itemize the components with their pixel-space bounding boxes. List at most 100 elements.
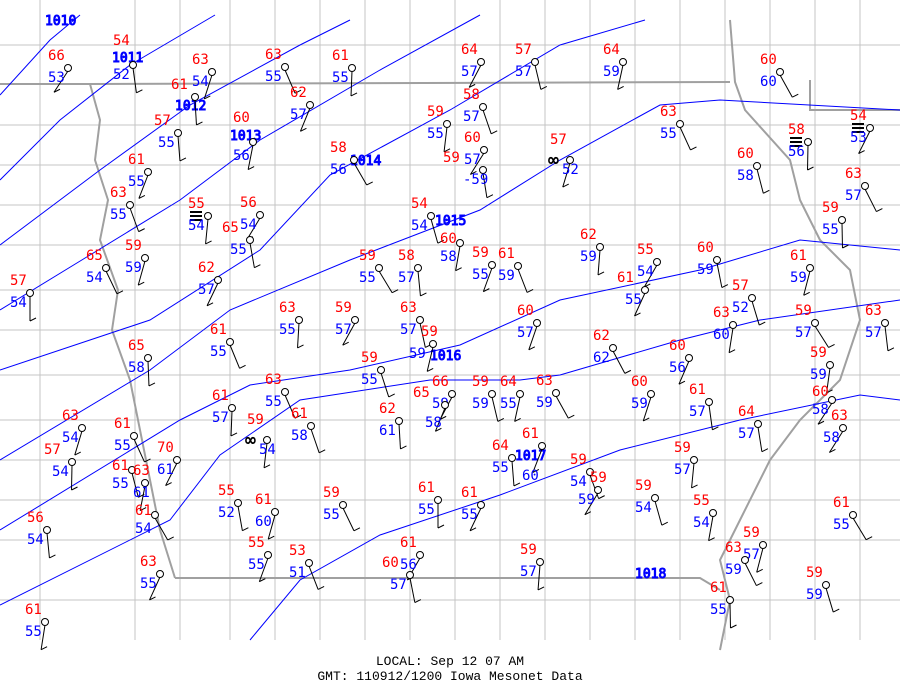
wind-barb-flag — [40, 646, 48, 651]
wind-barb — [482, 267, 493, 292]
wind-barb — [434, 407, 446, 432]
temperature: 57 — [10, 273, 27, 289]
station-circle-icon — [416, 551, 424, 559]
wind-barb — [528, 325, 538, 350]
wind-barb — [417, 270, 421, 296]
station-circle-icon — [641, 286, 649, 294]
wind-barb-flag — [353, 527, 361, 532]
dewpoint: 59 — [790, 270, 807, 286]
temperature: 60 — [697, 240, 714, 256]
station-circle-icon — [443, 120, 451, 128]
wind-barb-flag — [691, 484, 698, 489]
station-circle-icon — [754, 420, 762, 428]
station-circle-icon — [129, 61, 137, 69]
wind-barb — [779, 74, 793, 98]
wind-barb-flag — [294, 414, 302, 419]
station-circle-icon — [264, 551, 272, 559]
station: 54 52 — [113, 33, 143, 94]
station-circle-icon — [514, 262, 522, 270]
station-circle-icon — [43, 526, 51, 534]
station-circle-icon — [214, 276, 222, 284]
station-circle-icon — [849, 511, 857, 519]
dewpoint: 59 — [578, 492, 595, 508]
mississippi-river — [718, 19, 862, 651]
wind-barb-flag — [204, 95, 211, 100]
temperature: 59 — [472, 374, 489, 390]
wind-barb — [353, 162, 368, 186]
dewpoint: 57 — [461, 64, 478, 80]
station-circle-icon — [685, 354, 693, 362]
station-circle-icon — [713, 256, 721, 264]
station-circle-icon — [128, 466, 136, 474]
dewpoint: 60 — [255, 514, 272, 530]
temperature: 57 — [515, 42, 532, 58]
temperature: 63 — [265, 47, 282, 63]
station-circle-icon — [375, 264, 383, 272]
station-circle-icon — [429, 340, 437, 348]
station-circle-icon — [263, 436, 271, 444]
wind-barb — [803, 270, 811, 296]
temperature: 59 — [635, 478, 652, 494]
dewpoint: 57 — [463, 109, 480, 125]
temperature: 64 — [500, 374, 517, 390]
dewpoint: 55 — [323, 507, 340, 523]
wind-barb-flag — [420, 292, 427, 297]
isobar-label: 1011 — [112, 51, 143, 66]
station-circle-icon — [594, 486, 602, 494]
temperature: 57 — [44, 442, 61, 458]
dewpoint: 55 — [472, 267, 489, 283]
station-circle-icon — [456, 239, 464, 247]
dewpoint: 57 — [795, 325, 812, 341]
station-circle-icon — [208, 68, 216, 76]
station-circle-icon — [552, 389, 560, 397]
wind-barb-flag — [297, 344, 304, 349]
station-circle-icon — [729, 321, 737, 329]
temperature: 63 — [62, 408, 79, 424]
wind-barb — [40, 624, 46, 650]
wind-barb — [206, 282, 219, 306]
temperature: 59 — [590, 470, 607, 486]
wind-barb — [491, 396, 499, 422]
temperature: 64 — [603, 42, 620, 58]
temperature: 59 — [323, 485, 340, 501]
station-circle-icon — [406, 571, 414, 579]
wind-barb — [299, 107, 311, 132]
footer-local: LOCAL: Sep 12 07 AM — [376, 654, 524, 669]
isobar-label: 1012 — [175, 99, 206, 114]
station-circle-icon — [804, 138, 812, 146]
dewpoint: 54 — [635, 500, 652, 516]
wind-barb — [297, 322, 300, 348]
wind-barb-flag — [617, 86, 624, 90]
wind-barb-flag — [597, 271, 605, 276]
dewpoint: 55 — [427, 126, 444, 142]
wind-barb — [263, 442, 268, 468]
station-circle-icon — [141, 479, 149, 487]
dewpoint: 54 — [192, 74, 209, 90]
station-circle-icon — [126, 201, 134, 209]
wind-barb — [744, 562, 757, 586]
station-circle-icon — [144, 168, 152, 176]
wind-barb — [246, 217, 261, 240]
wind-barb — [825, 587, 834, 613]
wind-barb-flag — [763, 189, 770, 194]
